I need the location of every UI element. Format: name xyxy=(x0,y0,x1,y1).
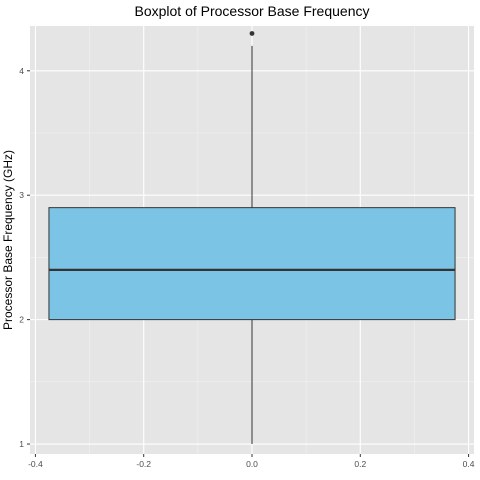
y-tick-label: 3 xyxy=(19,190,24,200)
x-tick-label: 0.4 xyxy=(463,459,475,469)
x-tick-label: -0.4 xyxy=(28,459,43,469)
x-tick-label: 0.2 xyxy=(354,459,366,469)
iqr-box xyxy=(48,207,456,321)
x-tick-label: 0.0 xyxy=(246,459,258,469)
y-tick-label: 4 xyxy=(19,66,24,76)
outlier-point xyxy=(249,31,255,36)
axis-tick-labels: -0.4 -0.2 0.0 0.2 0.4 1 2 3 4 xyxy=(19,66,474,469)
chart-title: Boxplot of Processor Base Frequency xyxy=(134,3,369,19)
y-axis-label: Processor Base Frequency (GHz) xyxy=(1,150,15,330)
axis-ticks xyxy=(27,70,470,457)
y-tick-label: 1 xyxy=(19,439,24,449)
y-tick-label: 2 xyxy=(19,315,24,325)
box-layer xyxy=(48,31,456,445)
x-tick-label: -0.2 xyxy=(136,459,151,469)
